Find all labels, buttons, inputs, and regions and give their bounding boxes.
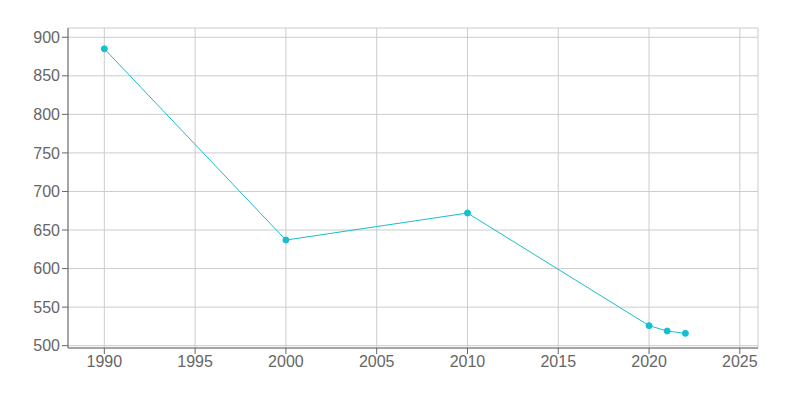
svg-text:2010: 2010 xyxy=(450,353,486,370)
svg-text:750: 750 xyxy=(33,145,60,162)
svg-text:2000: 2000 xyxy=(268,353,304,370)
svg-text:1990: 1990 xyxy=(87,353,123,370)
svg-text:2025: 2025 xyxy=(722,353,758,370)
svg-text:650: 650 xyxy=(33,222,60,239)
svg-text:2020: 2020 xyxy=(631,353,667,370)
svg-text:600: 600 xyxy=(33,260,60,277)
svg-text:2015: 2015 xyxy=(540,353,576,370)
svg-text:2005: 2005 xyxy=(359,353,395,370)
svg-text:500: 500 xyxy=(33,337,60,354)
svg-text:900: 900 xyxy=(33,29,60,46)
svg-text:1995: 1995 xyxy=(177,353,213,370)
svg-text:800: 800 xyxy=(33,106,60,123)
svg-text:700: 700 xyxy=(33,183,60,200)
svg-text:850: 850 xyxy=(33,67,60,84)
svg-text:550: 550 xyxy=(33,299,60,316)
